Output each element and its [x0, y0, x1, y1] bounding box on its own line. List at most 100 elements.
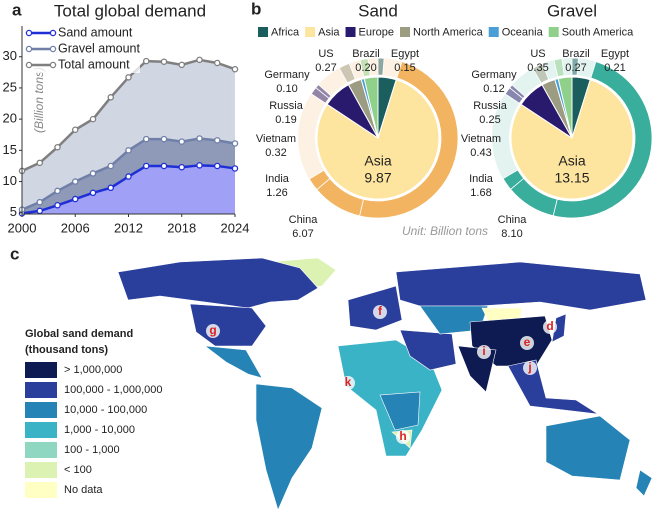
country-label: China	[498, 214, 528, 226]
legend-swatch	[25, 482, 57, 498]
y-axis-label: (Billion tons)	[32, 67, 46, 133]
data-label: 0.27	[565, 62, 586, 74]
y-tick-label: 10	[3, 173, 17, 188]
data-label: 1.26	[266, 187, 287, 199]
y-tick-label: 25	[3, 79, 17, 94]
legend-label: 1,000 - 10,000	[64, 424, 135, 436]
country-label: Russia	[473, 100, 508, 112]
x-tick-label: 2000	[8, 220, 37, 235]
point	[125, 74, 132, 81]
country-region	[545, 415, 631, 481]
data-label: 0.19	[275, 114, 296, 126]
legend-label: < 100	[64, 464, 92, 476]
point	[231, 65, 239, 73]
panel-label: a	[12, 0, 22, 19]
country-label: Brazil	[352, 48, 380, 60]
legend-swatch	[305, 27, 316, 37]
country-label: Vietnam	[256, 133, 296, 145]
center-label: Asia	[558, 153, 585, 169]
point	[178, 61, 185, 69]
point	[36, 159, 44, 167]
point	[142, 57, 150, 65]
annotation: e	[524, 335, 531, 349]
ring-segment	[338, 62, 356, 84]
legend-swatch	[25, 362, 57, 378]
legend-swatch	[25, 422, 57, 438]
country-label: US	[318, 48, 333, 60]
country-region	[551, 313, 567, 343]
annotation-marker	[477, 345, 491, 359]
point	[213, 162, 221, 170]
chart-title: Sand	[358, 1, 398, 20]
country-region	[379, 391, 421, 431]
ring-segment	[502, 169, 525, 190]
legend-swatch	[25, 29, 33, 37]
y-tick-label: 20	[3, 111, 17, 126]
legend-swatch	[258, 27, 268, 37]
point	[36, 207, 44, 215]
point	[178, 163, 185, 171]
y-tick-label: 15	[3, 142, 17, 157]
point	[160, 58, 168, 65]
point	[196, 162, 203, 169]
ring-segment	[359, 58, 371, 78]
legend-label: Africa	[271, 26, 300, 38]
country-region	[635, 469, 653, 497]
point	[89, 170, 97, 177]
legend-swatch	[49, 29, 57, 37]
ring-segment	[571, 57, 579, 76]
point	[54, 202, 61, 209]
point	[54, 187, 61, 195]
data-label: 0.32	[265, 147, 286, 159]
data-label: 0.27	[315, 62, 336, 74]
annotation: i	[482, 344, 485, 358]
point	[178, 138, 185, 145]
legend-swatch	[25, 402, 57, 418]
ring-segment	[509, 84, 526, 100]
legend-swatch	[345, 27, 356, 37]
data-label: 0.43	[470, 147, 491, 159]
data-label: 1.68	[470, 187, 491, 199]
chart-title: Gravel	[547, 1, 597, 20]
ring-segment	[553, 58, 565, 78]
legend-label: Sand amount	[58, 25, 133, 39]
country-label: Vietnam	[461, 133, 501, 145]
legend-label: South America	[562, 26, 634, 38]
country-label: China	[289, 214, 319, 226]
annotation: f	[378, 304, 383, 318]
x-tick-label: 2012	[114, 220, 143, 235]
world-map	[117, 257, 653, 511]
legend-label: Oceania	[502, 26, 544, 38]
legend-label: No data	[64, 484, 103, 496]
point	[72, 178, 79, 185]
legend-swatch	[400, 27, 411, 37]
data-label: 8.10	[501, 228, 522, 240]
annotation-marker	[543, 320, 557, 334]
point	[36, 198, 44, 206]
data-label: 0.20	[355, 62, 376, 74]
legend-swatch	[25, 382, 57, 398]
legend-swatch	[25, 45, 33, 53]
point	[89, 115, 97, 123]
point	[196, 135, 203, 142]
annotation: g	[209, 323, 216, 337]
country-region	[117, 257, 319, 309]
legend-label: Total amount	[58, 57, 130, 71]
legend-label: > 1,000,000	[64, 364, 122, 376]
ring-segment	[315, 84, 332, 99]
annotation-marker	[520, 336, 534, 350]
legend-label: Gravel amount	[58, 41, 141, 55]
annotation: k	[345, 375, 352, 389]
legend-title: Global sand demand	[25, 328, 133, 340]
legend-swatch	[49, 45, 57, 53]
point	[213, 59, 221, 67]
country-region	[507, 359, 599, 415]
panel-label: b	[251, 0, 261, 18]
data-label: 0.35	[527, 62, 548, 74]
point	[107, 94, 115, 101]
x-tick-label: 2018	[167, 220, 196, 235]
country-label: US	[530, 48, 545, 60]
center-label: Asia	[364, 153, 391, 169]
